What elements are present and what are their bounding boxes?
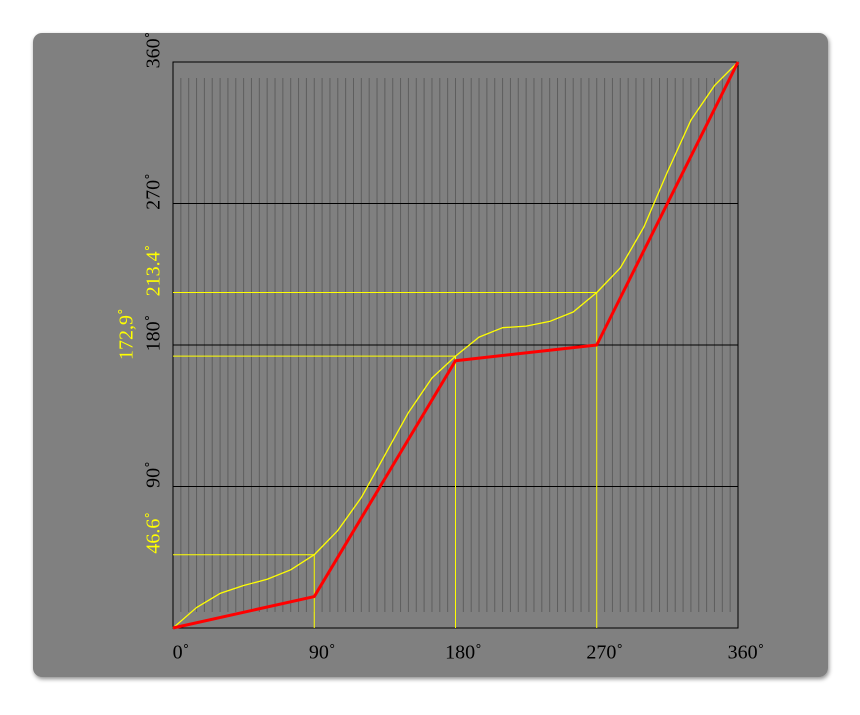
x-tick-label: 270˚: [586, 642, 623, 664]
y-tick-label: 270˚: [143, 173, 165, 210]
series-line: [172, 61, 739, 629]
annotation-label: 213.4˚: [143, 245, 165, 297]
labels: 90˚ 180˚ 270˚ 360˚ 0˚ 90˚ 180˚ 270˚ 360˚ 46.6˚ 172…: [116, 32, 765, 664]
annotation-label: 46.6˚: [143, 512, 165, 554]
x-tick-label: 180˚: [445, 642, 482, 664]
panel: [33, 33, 828, 677]
y-tick-label: 360˚: [143, 32, 165, 69]
y-tick-label: 180˚: [143, 315, 165, 352]
y-tick-label: 90˚: [143, 461, 165, 488]
x-tick-label: 90˚: [309, 642, 336, 664]
series-line: [172, 61, 740, 630]
x-tick-label: 360˚: [728, 642, 765, 664]
x-tick-label: 0˚: [173, 642, 190, 664]
annotation-label: 172,9˚: [116, 308, 138, 360]
series: [172, 61, 740, 630]
